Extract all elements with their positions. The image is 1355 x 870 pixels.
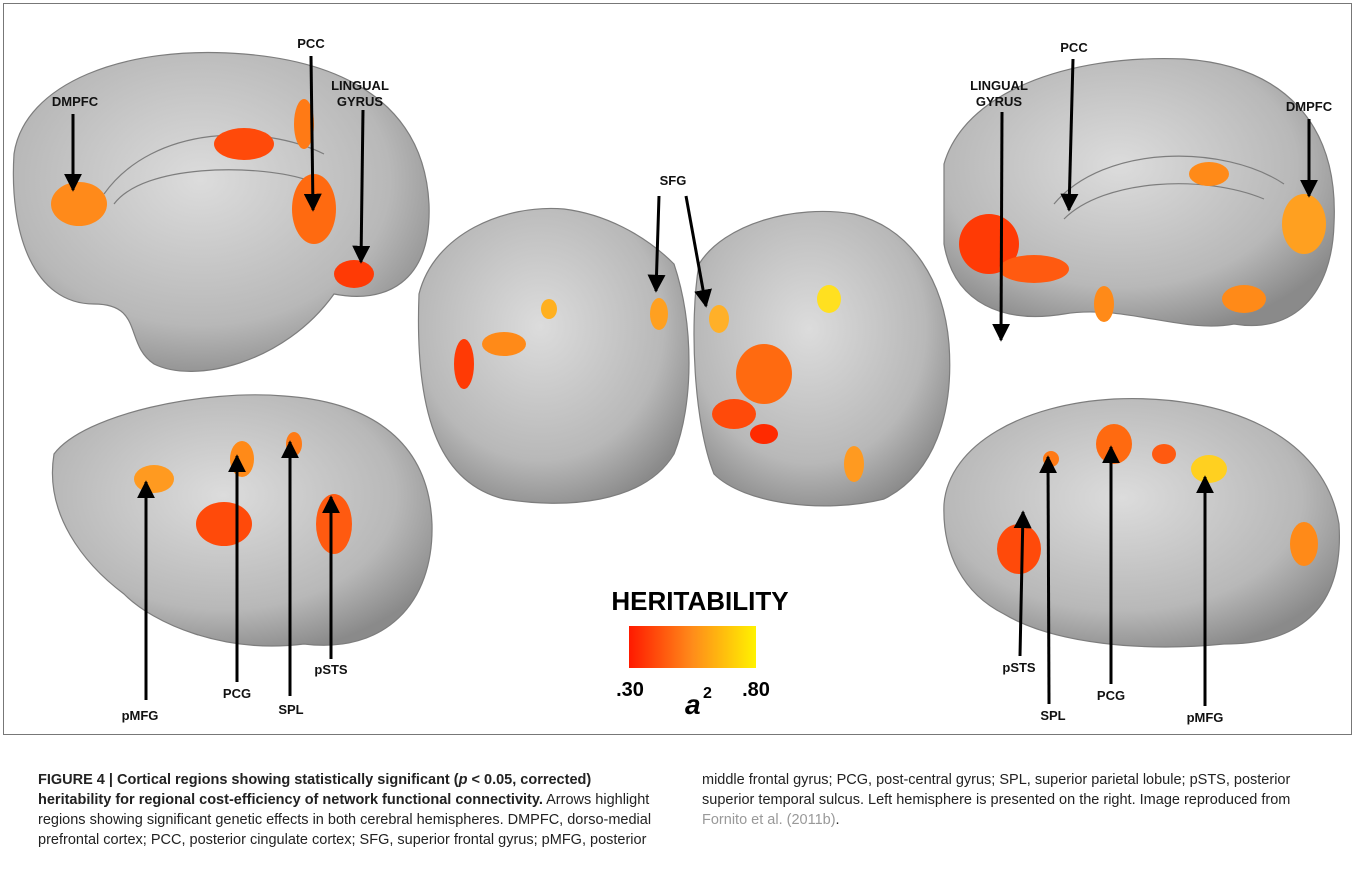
reference-link[interactable]: Fornito et al. (2011b): [702, 812, 836, 828]
legend-superscript: 2: [703, 685, 712, 702]
region-label: PCC: [297, 36, 325, 51]
region-label: DMPFC: [52, 94, 99, 109]
color-bar: [629, 626, 756, 668]
region-label: SPL: [278, 702, 303, 717]
caption-title: Cortical regions showing statistically s…: [113, 772, 459, 788]
region-label: PCG: [223, 686, 251, 701]
region-label: GYRUS: [976, 94, 1023, 109]
legend-max: .80: [742, 679, 770, 701]
region-label: SFG: [660, 173, 687, 188]
region-label: pMFG: [122, 708, 159, 723]
legend-min: .30: [616, 679, 644, 701]
legend-title: HERITABILITY: [611, 586, 788, 616]
region-label: PCG: [1097, 688, 1125, 703]
region-label: pSTS: [314, 662, 348, 677]
region-label: pMFG: [1187, 710, 1224, 725]
region-label: LINGUAL: [331, 78, 389, 93]
figure-label: FIGURE 4 |: [38, 772, 113, 788]
region-label: SPL: [1040, 708, 1065, 723]
region-label: LINGUAL: [970, 78, 1028, 93]
legend-symbol: a: [685, 689, 701, 720]
caption-end: .: [836, 812, 840, 828]
region-label: GYRUS: [337, 94, 384, 109]
legend: HERITABILITY .30 .80 a 2: [611, 586, 788, 720]
region-label: DMPFC: [1286, 99, 1333, 114]
brains: [13, 52, 1339, 646]
region-label: pSTS: [1002, 660, 1036, 675]
caption: FIGURE 4 | Cortical regions showing stat…: [38, 770, 1328, 850]
page: DMPFCPCCLINGUALGYRUSSFGLINGUALGYRUSPCCDM…: [0, 0, 1355, 870]
region-label: PCC: [1060, 40, 1088, 55]
figure: DMPFCPCCLINGUALGYRUSSFGLINGUALGYRUSPCCDM…: [4, 4, 1351, 734]
